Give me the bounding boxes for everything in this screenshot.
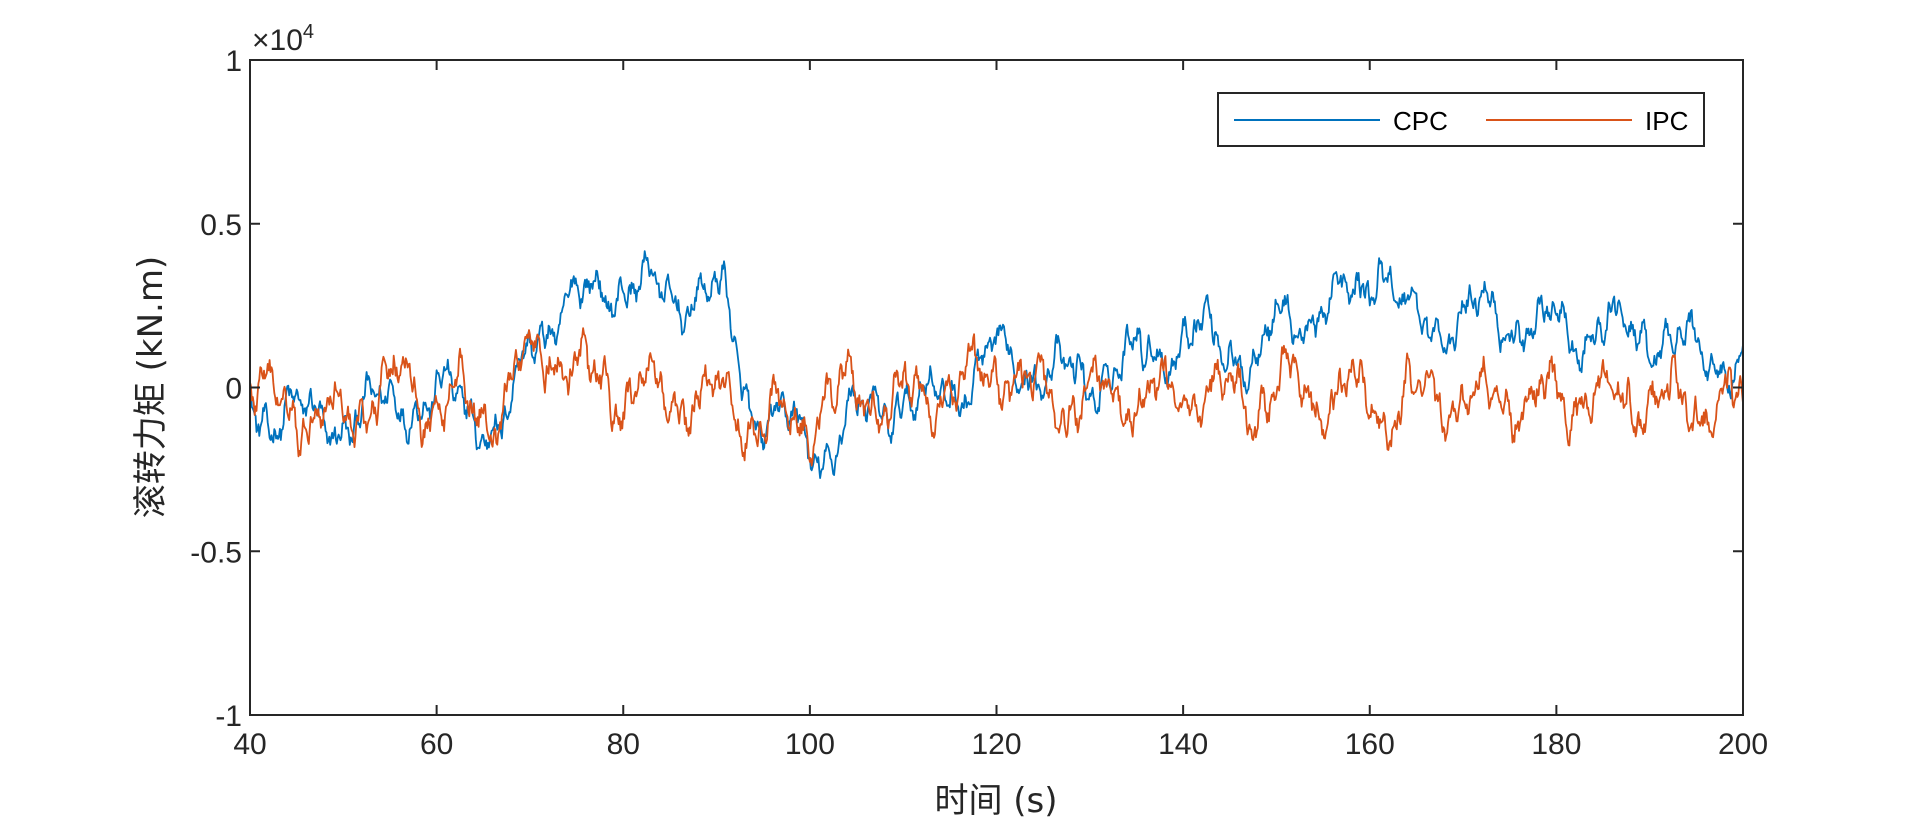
y-exponent-label: ×104 (252, 21, 314, 57)
x-tick-label: 120 (971, 728, 1021, 761)
ticks-layer: 40 60 80 100 120 140 160 180 200 -1 -0.5 0 0.5 1 (190, 45, 1768, 761)
plot-area-background (250, 60, 1743, 715)
y-tick-label: 1 (225, 45, 242, 78)
x-tick-label: 140 (1158, 728, 1208, 761)
legend-label-cpc: CPC (1393, 106, 1448, 136)
legend-label-ipc: IPC (1645, 106, 1688, 136)
x-tick-label: 60 (420, 728, 453, 761)
series-layer (249, 250, 1744, 480)
x-tick-label: 100 (785, 728, 835, 761)
y-tick-label: 0.5 (200, 209, 242, 242)
series-line-cpc (249, 250, 1744, 480)
x-tick-label: 180 (1531, 728, 1581, 761)
y-axis-title: 滚转力矩 (kN.m) (131, 256, 171, 518)
x-axis-title: 时间 (s) (934, 781, 1057, 821)
x-tick-label: 200 (1718, 728, 1768, 761)
y-exponent-power: 4 (303, 21, 314, 43)
legend: CPC IPC (1217, 92, 1705, 147)
y-exponent-base: ×10 (252, 24, 303, 57)
series-line-ipc (249, 327, 1744, 467)
x-tick-label: 80 (607, 728, 640, 761)
y-tick-label: -1 (215, 700, 242, 733)
x-tick-label: 160 (1345, 728, 1395, 761)
y-tick-label: 0 (225, 373, 242, 406)
x-tick-label: 40 (233, 728, 266, 761)
y-tick-label: -0.5 (190, 536, 242, 569)
